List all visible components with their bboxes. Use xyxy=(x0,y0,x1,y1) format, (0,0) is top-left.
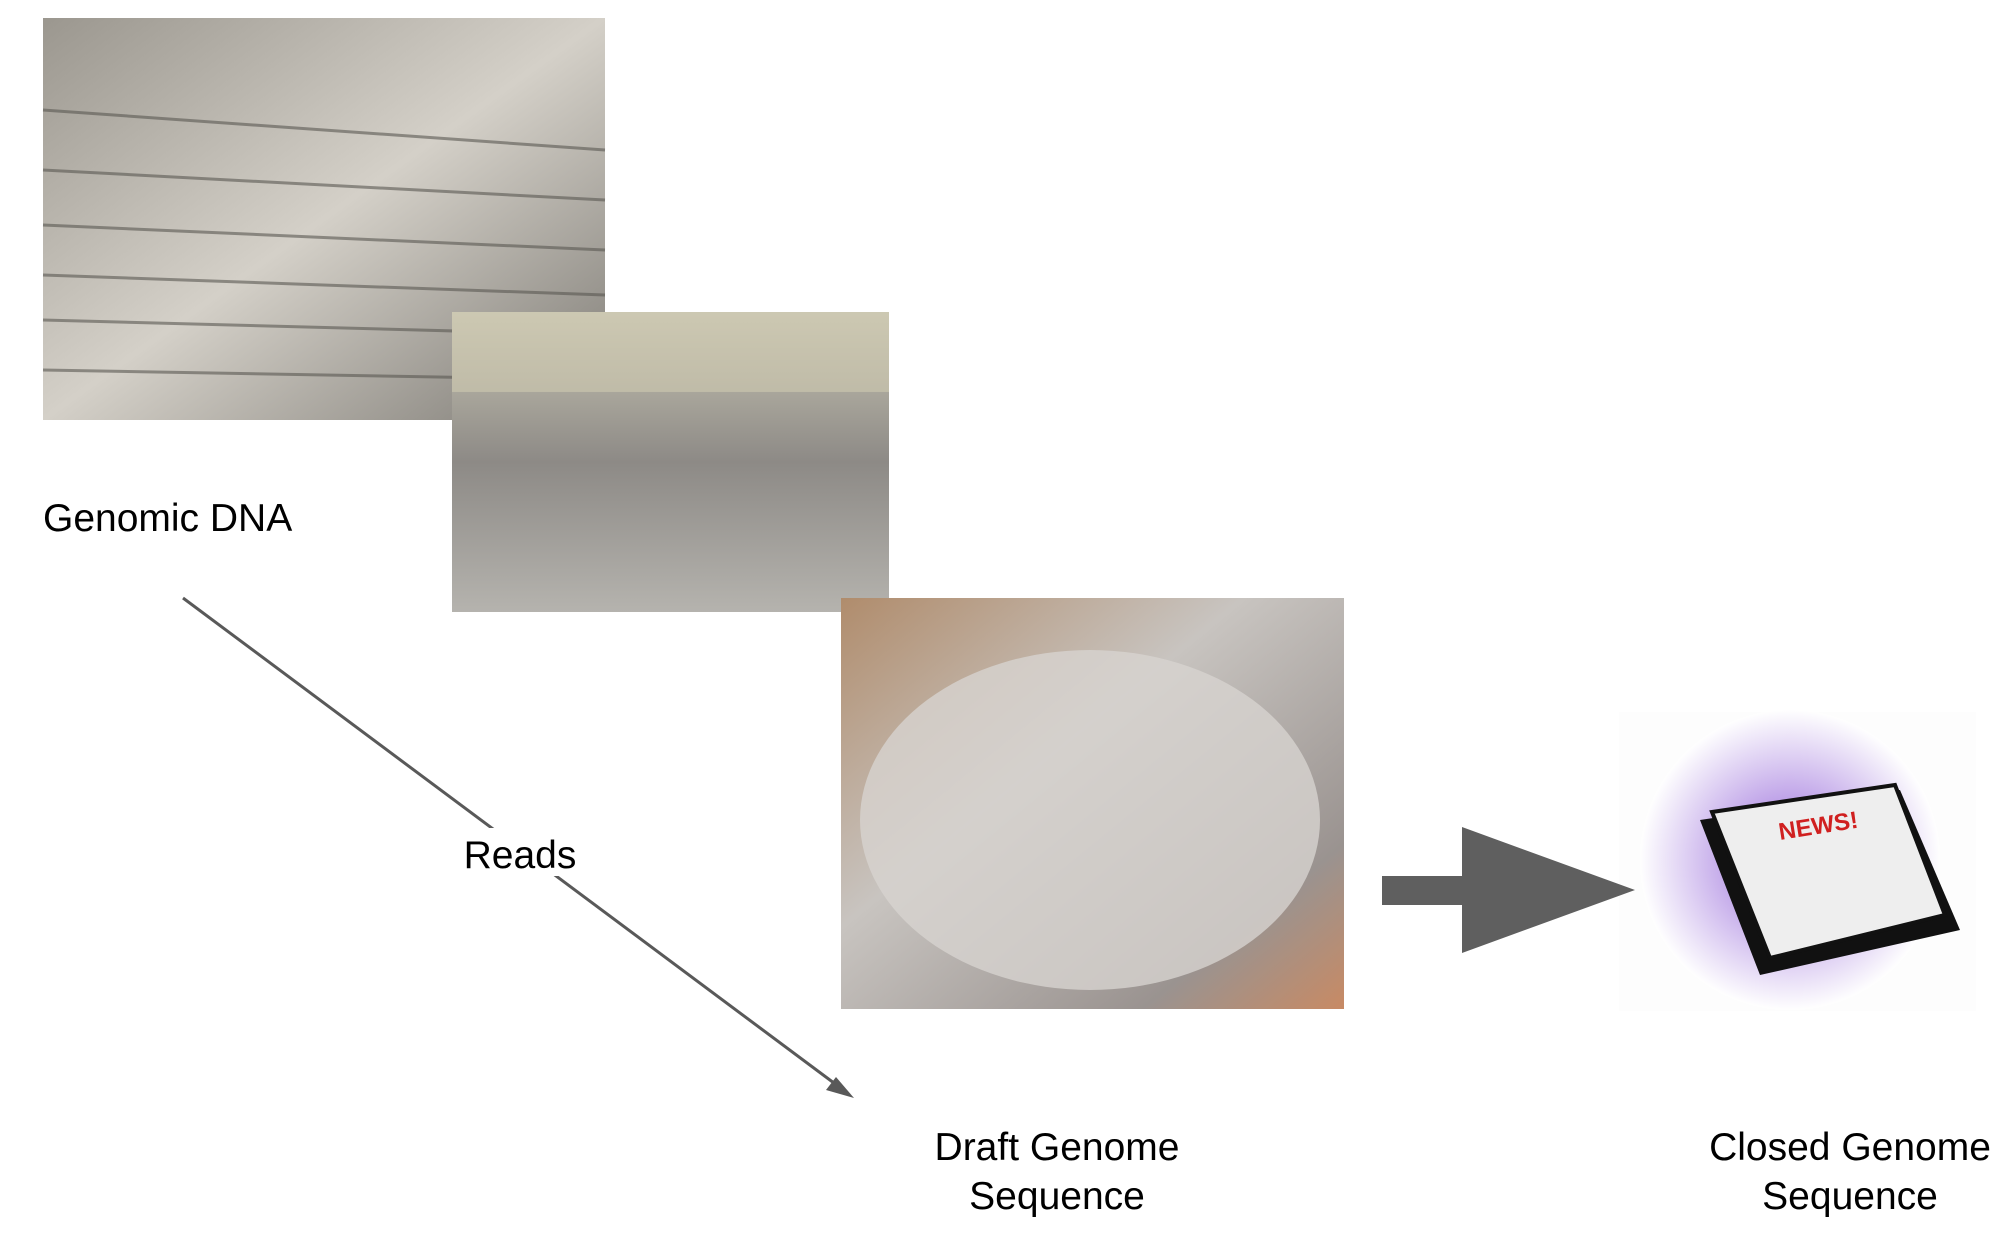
newspaper-stack-photo xyxy=(42,18,606,420)
news-clipart: NEWS! xyxy=(1619,710,1976,1011)
genomic-label: Genomic DNA xyxy=(43,497,292,540)
draft-label: Sequence xyxy=(969,1175,1145,1218)
reads-arrowhead xyxy=(826,1077,854,1098)
closed-label: Sequence xyxy=(1762,1175,1938,1218)
closed-label: Closed Genome xyxy=(1709,1126,1991,1169)
pasted-paper-photo xyxy=(841,598,1344,1009)
shredded-paper-photo xyxy=(452,312,889,612)
draft-label: Draft Genome xyxy=(935,1126,1180,1169)
label-background xyxy=(455,828,585,876)
reads-label: Reads xyxy=(464,834,577,877)
big-arrow xyxy=(1382,827,1635,953)
